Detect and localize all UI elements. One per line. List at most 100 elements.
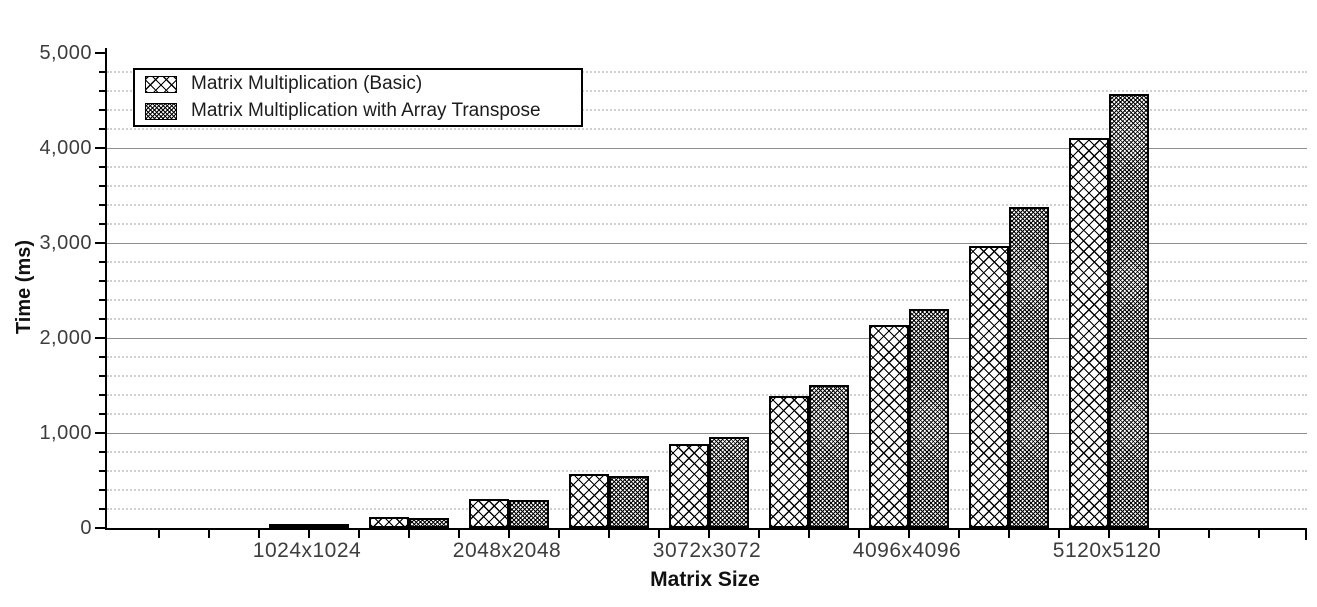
y-major-tick [95,52,107,54]
legend-item-transpose: Matrix Multiplication with Array Transpo… [145,100,571,122]
x-tick [608,530,610,538]
x-tick [1108,530,1110,538]
y-tick-label: 0 [80,517,92,539]
y-minor-tick [99,185,107,187]
bar-dense-crosshatch-2560 [609,476,649,528]
minor-gridline [107,109,1307,111]
y-minor-tick [99,356,107,358]
bar-dense-crosshatch-1536 [409,518,449,528]
major-gridline [107,432,1307,434]
x-axis-title: Matrix Size [650,568,760,591]
x-tick [1158,530,1160,538]
y-minor-tick [99,375,107,377]
y-minor-tick [99,470,107,472]
bar-dense-crosshatch-3584 [809,385,849,528]
y-minor-tick [99,318,107,320]
x-tick [1008,530,1010,538]
bar-open-crosshatch-2560 [569,474,609,528]
bar-open-crosshatch-1536 [369,517,409,528]
y-tick-label: 2,000 [39,327,92,349]
minor-gridline [107,318,1307,320]
bar-dense-crosshatch-4096 [909,309,949,528]
bar-dense-crosshatch-5120 [1109,94,1149,528]
y-minor-tick [99,299,107,301]
minor-gridline [107,394,1307,396]
x-tick-label: 4096x4096 [852,539,962,562]
legend-label: Matrix Multiplication (Basic) [191,73,423,94]
bar-open-crosshatch-1024 [269,524,309,528]
bar-open-crosshatch-4096 [869,325,909,528]
x-tick [1058,530,1060,538]
y-minor-tick [99,451,107,453]
minor-gridline [107,223,1307,225]
x-tick [658,530,660,538]
plot-area [95,48,1307,540]
y-minor-tick [99,223,107,225]
x-tick [858,530,860,538]
minor-gridline [107,185,1307,187]
x-tick [758,530,760,538]
minor-gridline [107,375,1307,377]
bar-dense-crosshatch-4608 [1009,207,1049,528]
y-minor-tick [99,489,107,491]
y-major-tick [95,432,107,434]
y-major-tick [95,337,107,339]
y-major-tick [95,527,107,529]
x-tick [308,530,310,538]
y-major-tick [95,147,107,149]
y-major-tick [95,242,107,244]
y-minor-tick [99,413,107,415]
y-tick-label: 5,000 [39,42,92,64]
bar-open-crosshatch-4608 [969,246,1009,528]
minor-gridline [107,71,1307,73]
minor-gridline [107,90,1307,92]
y-minor-tick [99,394,107,396]
y-minor-tick [99,508,107,510]
bar-open-crosshatch-3584 [769,396,809,528]
x-tick-label: 3072x3072 [652,539,762,562]
y-minor-tick [99,204,107,206]
major-gridline [107,242,1307,244]
x-tick [908,530,910,538]
y-minor-tick [99,71,107,73]
x-tick-label: 1024x1024 [252,539,362,562]
bar-dense-crosshatch-2048 [509,500,549,528]
y-minor-tick [99,166,107,168]
x-axis-end-tick [1305,528,1307,540]
minor-gridline [107,261,1307,263]
major-gridline [107,337,1307,339]
minor-gridline [107,128,1307,130]
y-minor-tick [99,109,107,111]
legend-swatch-open-crosshatch-icon [145,75,177,93]
major-gridline [107,147,1307,149]
x-tick [358,530,360,538]
bar-open-crosshatch-2048 [469,499,509,528]
x-tick-label: 2048x2048 [452,539,562,562]
minor-gridline [107,413,1307,415]
x-tick [808,530,810,538]
bar-dense-crosshatch-1024 [309,524,349,528]
y-minor-tick [99,280,107,282]
minor-gridline [107,204,1307,206]
legend-item-basic: Matrix Multiplication (Basic) [145,73,571,95]
legend-label: Matrix Multiplication with Array Transpo… [191,100,541,121]
x-tick [258,530,260,538]
minor-gridline [107,299,1307,301]
x-tick [158,530,160,538]
minor-gridline [107,356,1307,358]
bar-open-crosshatch-5120 [1069,138,1109,528]
x-tick [1208,530,1210,538]
legend: Matrix Multiplication (Basic) Matrix Mul… [133,68,583,127]
x-tick [508,530,510,538]
x-tick [208,530,210,538]
x-tick [558,530,560,538]
legend-swatch-dense-crosshatch-icon [145,102,177,120]
x-tick-label: 5120x5120 [1052,539,1162,562]
x-tick [958,530,960,538]
x-tick [458,530,460,538]
x-tick [408,530,410,538]
bar-dense-crosshatch-3072 [709,437,749,528]
y-minor-tick [99,90,107,92]
y-minor-tick [99,128,107,130]
